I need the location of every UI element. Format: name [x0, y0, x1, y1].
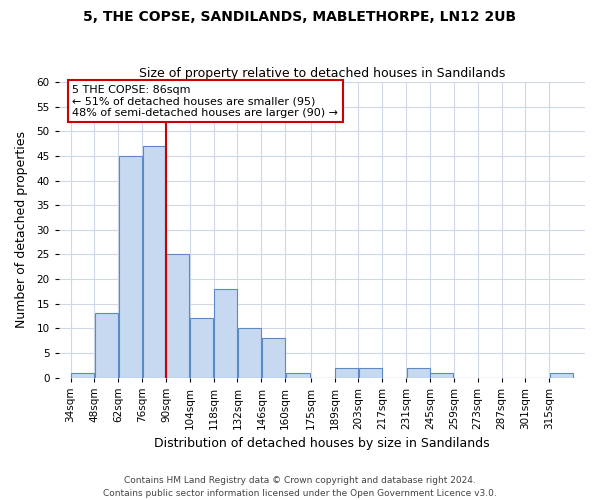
Bar [262, 338, 285, 378]
X-axis label: Distribution of detached houses by size in Sandilands: Distribution of detached houses by size … [154, 437, 490, 450]
Text: 5, THE COPSE, SANDILANDS, MABLETHORPE, LN12 2UB: 5, THE COPSE, SANDILANDS, MABLETHORPE, L… [83, 10, 517, 24]
Bar [95, 314, 118, 378]
Bar [238, 328, 261, 378]
Text: Contains HM Land Registry data © Crown copyright and database right 2024.
Contai: Contains HM Land Registry data © Crown c… [103, 476, 497, 498]
Bar [71, 372, 94, 378]
Bar [359, 368, 382, 378]
Y-axis label: Number of detached properties: Number of detached properties [15, 132, 28, 328]
Text: 5 THE COPSE: 86sqm
← 51% of detached houses are smaller (95)
48% of semi-detache: 5 THE COPSE: 86sqm ← 51% of detached hou… [72, 84, 338, 117]
Bar [119, 156, 142, 378]
Bar [143, 146, 166, 378]
Bar [166, 254, 190, 378]
Bar [286, 372, 310, 378]
Bar [550, 372, 572, 378]
Bar [335, 368, 358, 378]
Bar [214, 289, 237, 378]
Bar [190, 318, 213, 378]
Bar [407, 368, 430, 378]
Title: Size of property relative to detached houses in Sandilands: Size of property relative to detached ho… [139, 66, 505, 80]
Bar [430, 372, 454, 378]
